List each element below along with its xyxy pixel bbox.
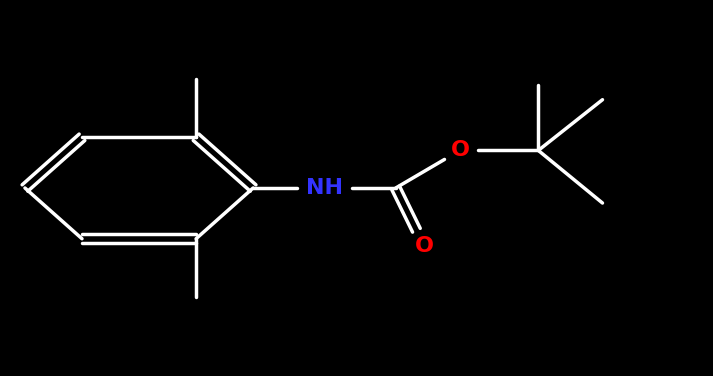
Text: O: O [451,140,469,161]
Text: O: O [415,236,434,256]
Text: NH: NH [306,178,343,198]
